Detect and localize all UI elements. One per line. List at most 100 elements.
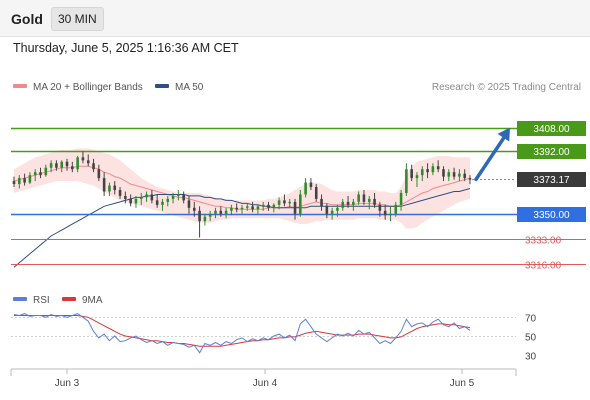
candle-body-14 (86, 160, 90, 164)
level-label-3392.00: 3392.00 (533, 147, 570, 158)
last-price-label: 3373.17 (533, 175, 570, 186)
candle-body-41 (230, 207, 233, 211)
candle-body-31 (177, 194, 180, 196)
candle-body-67 (367, 198, 371, 202)
candle-body-29 (166, 198, 170, 202)
candle-body-69 (378, 204, 382, 211)
candle-body-57 (314, 187, 318, 199)
candle-body-9 (60, 161, 64, 168)
projection-arrow-head (497, 127, 510, 142)
ma9-line (14, 315, 471, 347)
candle-body-73 (399, 192, 403, 205)
candle-body-42 (235, 207, 238, 210)
candle-body-20 (118, 190, 122, 196)
candle-body-62 (341, 201, 345, 208)
candle-body-33 (187, 200, 191, 208)
candle-body-66 (362, 194, 366, 202)
instrument-name: Gold (11, 11, 43, 27)
candle-body-59 (325, 206, 329, 214)
level-label-3408.00: 3408.00 (533, 124, 570, 135)
candle-body-54 (299, 194, 302, 214)
candle-body-82 (447, 172, 451, 177)
candle-body-80 (436, 166, 440, 170)
chart-datetime: Thursday, June 5, 2025 1:16:36 AM CET (13, 41, 239, 55)
candle-body-40 (224, 210, 228, 214)
rsi-tick-50: 50 (525, 333, 537, 344)
candle-body-23 (134, 198, 138, 204)
candle-body-55 (304, 182, 307, 195)
level-label-3350.00: 3350.00 (533, 210, 570, 221)
candle-body-44 (246, 206, 249, 208)
candle-body-2 (23, 178, 26, 183)
watermark: Research © 2025 Trading Central (432, 82, 581, 93)
chart-header: Gold 30 MIN (0, 0, 590, 37)
candle-body-10 (65, 161, 69, 167)
candle-body-37 (208, 213, 212, 217)
candle-body-39 (219, 210, 223, 214)
last-price-box (517, 172, 586, 187)
candle-body-3 (28, 175, 32, 183)
candle-body-5 (39, 172, 42, 176)
candle-body-78 (426, 169, 429, 173)
candle-body-26 (150, 194, 154, 201)
candle-body-36 (203, 216, 207, 222)
candle-body-50 (277, 200, 281, 205)
candle-body-45 (251, 206, 254, 210)
level-box-3408.00 (517, 121, 586, 136)
candle-body-65 (357, 194, 360, 202)
candle-body-79 (431, 166, 435, 173)
candle-body-16 (97, 169, 101, 179)
candle-body-12 (76, 157, 79, 170)
candle-body-13 (81, 157, 85, 161)
candle-body-52 (288, 201, 292, 204)
candle-body-61 (336, 207, 339, 211)
ma9-legend-swatch (62, 297, 76, 301)
candle-body-30 (171, 195, 175, 199)
candle-body-76 (415, 175, 419, 179)
candle-body-27 (155, 200, 159, 205)
candle-body-32 (182, 194, 185, 201)
candle-body-46 (256, 206, 260, 210)
level-label-3316.00: 3316.00 (525, 261, 562, 272)
candle-body-75 (410, 169, 413, 179)
candle-body-18 (108, 185, 111, 192)
rsi-tick-30: 30 (525, 352, 537, 363)
x-tick-label-0: Jun 3 (55, 378, 80, 389)
rsi-legend-swatch (13, 297, 27, 301)
legend-rsi: RSI (33, 295, 50, 306)
candle-body-51 (283, 200, 286, 204)
candle-body-84 (458, 173, 461, 177)
level-label-3333.00: 3333.00 (525, 236, 562, 247)
candle-body-85 (463, 173, 466, 179)
x-tick-label-1: Jun 4 (253, 378, 278, 389)
candle-body-74 (405, 169, 408, 193)
candle-body-72 (394, 204, 398, 214)
candle-body-53 (293, 201, 297, 214)
x-tick-label-2: Jun 5 (450, 378, 475, 389)
candle-body-4 (33, 172, 37, 176)
candle-body-60 (330, 210, 334, 214)
candle-body-28 (161, 201, 164, 205)
candle-body-58 (320, 198, 323, 207)
candle-body-1 (18, 178, 21, 185)
legend-ma9: 9MA (82, 295, 103, 306)
rsi-line (13, 313, 471, 354)
timeframe-button[interactable]: 30 MIN (51, 7, 104, 31)
candle-body-43 (240, 207, 244, 210)
legend-bollinger: MA 20 + Bollinger Bands (33, 82, 143, 93)
candle-body-21 (124, 195, 127, 199)
candle-body-70 (383, 210, 387, 216)
projection-arrow-shaft (474, 132, 508, 182)
candle-body-6 (44, 167, 48, 176)
candle-body-56 (309, 182, 313, 188)
legend-ma50: MA 50 (175, 82, 204, 93)
rsi-tick-70: 70 (525, 314, 537, 325)
candle-body-34 (192, 207, 196, 211)
candle-body-81 (442, 169, 445, 177)
bollinger-band (14, 148, 470, 229)
candle-body-11 (71, 166, 74, 170)
candle-body-17 (102, 178, 106, 192)
candle-body-8 (55, 163, 58, 168)
ma20-legend-swatch (13, 84, 27, 88)
